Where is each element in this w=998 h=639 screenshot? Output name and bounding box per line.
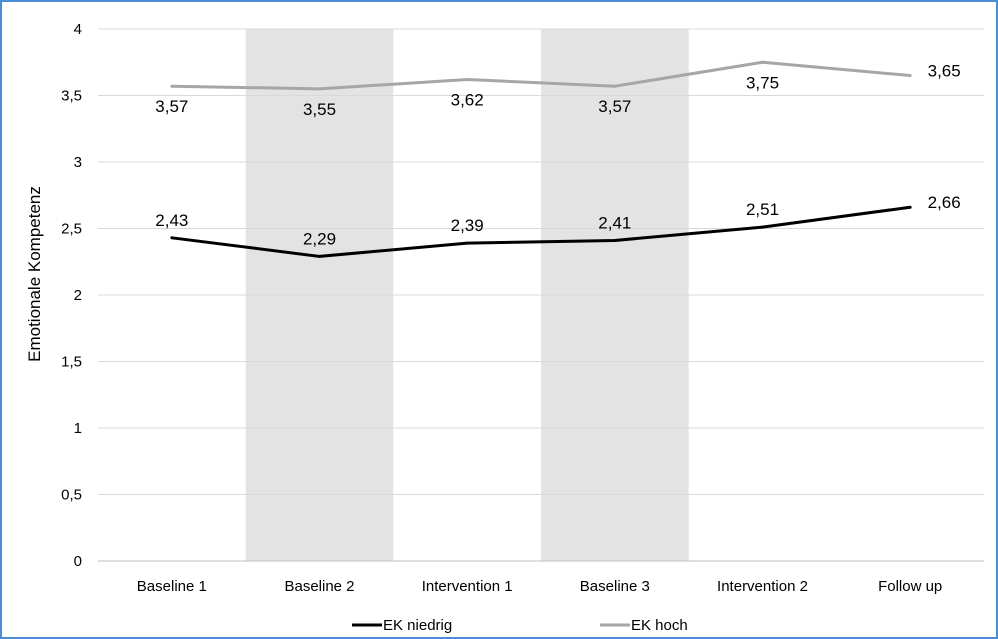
series-line-1 [171, 60, 911, 91]
data-labels: 2,43 2,29 2,39 2,41 2,51 2,66 3,57 3,55 3,62 3,57… [155, 62, 960, 249]
y-axis-label: Emotionale Kompetenz [25, 186, 44, 362]
data-point [170, 84, 174, 88]
data-point [170, 236, 174, 240]
y-tick-label: 1 [74, 420, 82, 437]
data-point [613, 238, 617, 242]
data-label: 2,29 [303, 229, 336, 248]
y-tick-label: 1,5 [61, 354, 82, 371]
data-label: 2,43 [155, 211, 188, 230]
data-point [465, 241, 469, 245]
data-label: 3,55 [303, 100, 336, 119]
data-point [761, 225, 764, 229]
x-tick-labels: Baseline 1 Baseline 2 Intervention 1 Baseli… [137, 578, 942, 595]
data-label: 3,62 [451, 91, 484, 110]
data-label: 3,57 [155, 97, 188, 116]
data-point [465, 78, 469, 82]
data-label: 2,41 [598, 213, 631, 232]
y-tick-label: 3,5 [61, 88, 82, 105]
y-tick-label: 2,5 [61, 221, 82, 238]
x-tick-label: Follow up [878, 578, 942, 595]
y-tick-labels: 0 0,5 1 1,5 2 2,5 3 3,5 4 [61, 21, 82, 570]
y-tick-label: 4 [74, 21, 82, 38]
data-label: 2,66 [928, 193, 961, 212]
y-tick-label: 0,5 [61, 487, 82, 504]
x-tick-label: Intervention 1 [422, 578, 513, 595]
data-point [613, 84, 617, 88]
data-label: 2,39 [451, 216, 484, 235]
series-lines [170, 60, 912, 258]
data-label: 3,57 [598, 97, 631, 116]
data-point [318, 254, 321, 258]
legend-label: EK hoch [631, 617, 688, 634]
data-point [908, 74, 912, 78]
data-label: 3,65 [928, 62, 961, 81]
data-point [318, 87, 321, 91]
legend: EK niedrig EK hoch [352, 617, 688, 634]
data-label: 3,75 [746, 73, 779, 92]
data-label: 2,51 [746, 200, 779, 219]
y-tick-label: 2 [74, 287, 82, 304]
data-point [761, 60, 764, 64]
y-tick-label: 0 [74, 553, 82, 570]
gridlines [98, 28, 984, 562]
y-tick-label: 3 [74, 154, 82, 171]
legend-label: EK niedrig [383, 617, 452, 634]
x-tick-label: Intervention 2 [717, 578, 808, 595]
data-point [908, 205, 912, 209]
x-tick-label: Baseline 3 [580, 578, 650, 595]
x-tick-label: Baseline 2 [284, 578, 354, 595]
series-line-0 [171, 205, 911, 258]
x-tick-label: Baseline 1 [137, 578, 207, 595]
